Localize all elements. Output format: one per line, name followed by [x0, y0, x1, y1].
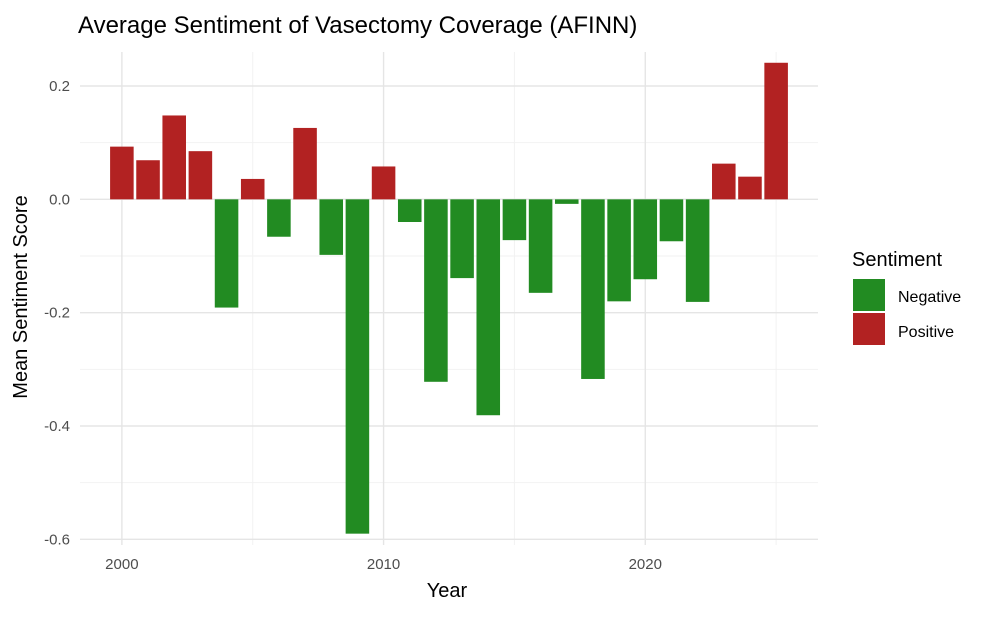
y-tick-label: -0.4 — [44, 418, 70, 435]
legend-swatch-positive — [853, 313, 885, 345]
legend-swatch-negative — [853, 279, 885, 311]
bar-2005 — [240, 178, 265, 200]
bar-2000 — [110, 146, 134, 200]
legend-title: Sentiment — [852, 249, 942, 271]
bar-2016 — [528, 199, 553, 293]
bar-2017 — [554, 199, 579, 204]
bar-2001 — [136, 160, 160, 200]
bar-2012 — [424, 199, 448, 382]
legend: Sentiment Negative Positive — [852, 249, 961, 345]
bar-2008 — [319, 199, 344, 255]
bar-2009 — [345, 199, 370, 534]
bar-2024 — [738, 176, 762, 200]
tick-labels: -0.6 -0.4 -0.2 0.0 0.2 2000 2010 2020 — [44, 78, 662, 573]
bar-2007 — [293, 127, 317, 200]
y-axis-title: Mean Sentiment Score — [10, 195, 32, 398]
x-tick-label: 2010 — [367, 556, 400, 573]
bar-2003 — [188, 151, 213, 200]
bar-2002 — [162, 115, 186, 200]
bar-2011 — [397, 199, 422, 222]
x-axis-title: Year — [427, 580, 468, 602]
bar-2020 — [633, 199, 658, 280]
bar-2010 — [371, 166, 396, 200]
y-tick-label: 0.2 — [49, 78, 70, 95]
bar-2019 — [607, 199, 631, 302]
bar-2023 — [712, 163, 736, 200]
legend-label-negative: Negative — [898, 289, 961, 306]
y-tick-label: -0.6 — [44, 531, 70, 548]
bar-2022 — [685, 199, 710, 302]
y-tick-label: -0.2 — [44, 305, 70, 322]
bar-2006 — [267, 199, 291, 237]
bar-2014 — [476, 199, 501, 416]
chart-title: Average Sentiment of Vasectomy Coverage … — [78, 12, 637, 39]
bars — [110, 62, 788, 534]
bar-2004 — [214, 199, 239, 308]
bar-2025 — [764, 62, 788, 200]
bar-2015 — [502, 199, 527, 241]
legend-label-positive: Positive — [898, 324, 954, 341]
bar-2018 — [581, 199, 605, 379]
bar-2021 — [659, 199, 684, 242]
x-tick-label: 2020 — [629, 556, 662, 573]
y-tick-label: 0.0 — [49, 191, 70, 208]
bar-2013 — [450, 199, 474, 279]
x-tick-label: 2000 — [105, 556, 138, 573]
